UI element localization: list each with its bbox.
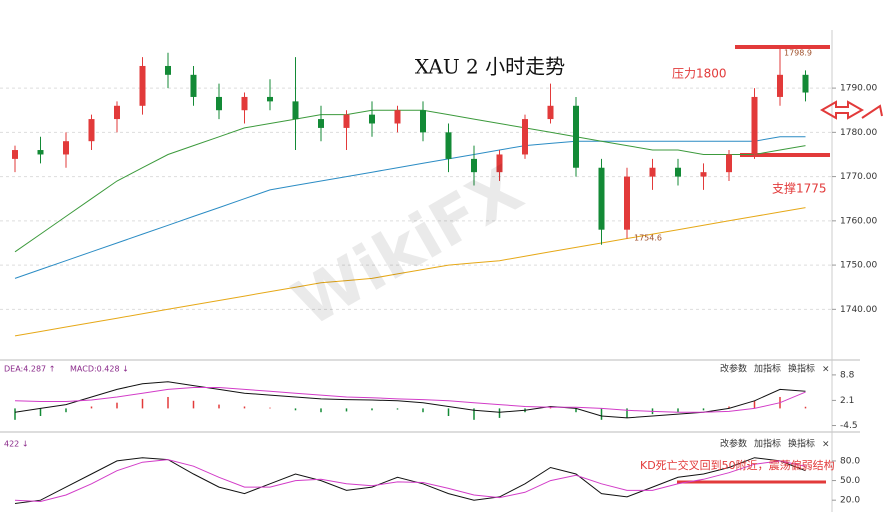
annotation: 1754.6 — [634, 234, 662, 243]
toolbar-button[interactable]: 换指标 — [788, 438, 815, 450]
indicator-line — [14, 381, 806, 419]
toolbar-button[interactable]: 换指标 — [788, 363, 815, 375]
candle-body — [573, 105, 579, 168]
candle-body — [292, 101, 299, 120]
y-tick-label: 1770.00 — [840, 172, 877, 182]
arrow-icon — [861, 104, 883, 119]
candle-body — [700, 172, 707, 177]
toolbar-button[interactable]: × — [822, 365, 830, 375]
y-tick-label: 1750.00 — [840, 261, 877, 271]
y-tick-label: 1780.00 — [840, 128, 877, 138]
candle-body — [624, 176, 630, 230]
annotation: 1798.9 — [784, 49, 812, 58]
candle-body — [88, 119, 95, 142]
candle-body — [445, 132, 452, 159]
indicator-label: 422 ↓ — [4, 440, 29, 449]
candle-body — [216, 96, 222, 111]
toolbar-button[interactable]: 改参数 — [720, 363, 747, 375]
indicator-line — [14, 136, 806, 279]
indicator-label: MACD:0.428 ↓ — [70, 365, 129, 374]
candle-body — [37, 150, 44, 155]
candle-body — [139, 65, 146, 106]
y-tick-label: 20.0 — [840, 496, 860, 506]
candle-body — [522, 119, 528, 155]
candle-body — [777, 74, 783, 97]
candle-body — [471, 158, 477, 173]
candle-body — [241, 96, 248, 111]
candle-body — [12, 150, 18, 159]
y-tick-label: 8.8 — [840, 370, 855, 380]
candle-body — [675, 167, 681, 177]
candle-body — [420, 110, 426, 133]
candle-body — [726, 154, 732, 173]
y-tick-label: -4.5 — [840, 421, 858, 431]
candle-body — [165, 65, 171, 75]
annotation: 支撑1775 — [772, 181, 827, 196]
candle-body — [318, 119, 324, 128]
indicator-label: DEA:4.287 ↑ — [4, 365, 55, 374]
plot-area: 1740.00 1750.00 1760.00 1770.00 1780.00 1790.… — [0, 49, 877, 506]
toolbar-button[interactable]: 改参数 — [720, 438, 747, 450]
candle-body — [598, 167, 605, 230]
y-tick-label: 1760.00 — [840, 216, 877, 226]
indicator-line — [14, 207, 806, 337]
candle-body — [649, 167, 656, 177]
toolbar-button[interactable]: × — [822, 440, 830, 450]
candle-body — [343, 114, 350, 128]
candle-body — [369, 114, 375, 124]
candle-body — [190, 74, 197, 97]
indicator-line — [14, 387, 806, 413]
y-tick-label: 50.0 — [840, 476, 860, 486]
annotation: KD死亡交叉回到50附近，震荡偏弱结构 — [640, 458, 835, 472]
y-tick-label: 80.0 — [840, 456, 860, 466]
candle-body — [496, 154, 503, 173]
y-tick-label: 2.1 — [840, 396, 854, 406]
toolbar-button[interactable]: 加指标 — [754, 363, 781, 375]
toolbar-button[interactable]: 加指标 — [754, 438, 781, 450]
arrow-icon — [819, 100, 865, 120]
candle-body — [114, 105, 120, 120]
chart-title: XAU 2 小时走势 — [415, 55, 565, 79]
y-tick-label: 1740.00 — [840, 305, 877, 315]
indicator-line — [14, 457, 806, 504]
candle-body — [751, 96, 758, 155]
indicator-line — [14, 109, 806, 253]
candle-body — [394, 110, 401, 124]
candle-body — [802, 74, 809, 93]
candle-body — [547, 105, 554, 120]
candle-body — [63, 141, 69, 155]
indicator-line — [14, 459, 806, 503]
candle-body — [267, 96, 273, 102]
y-tick-label: 1790.00 — [840, 84, 877, 94]
annotation: 压力1800 — [672, 67, 727, 81]
